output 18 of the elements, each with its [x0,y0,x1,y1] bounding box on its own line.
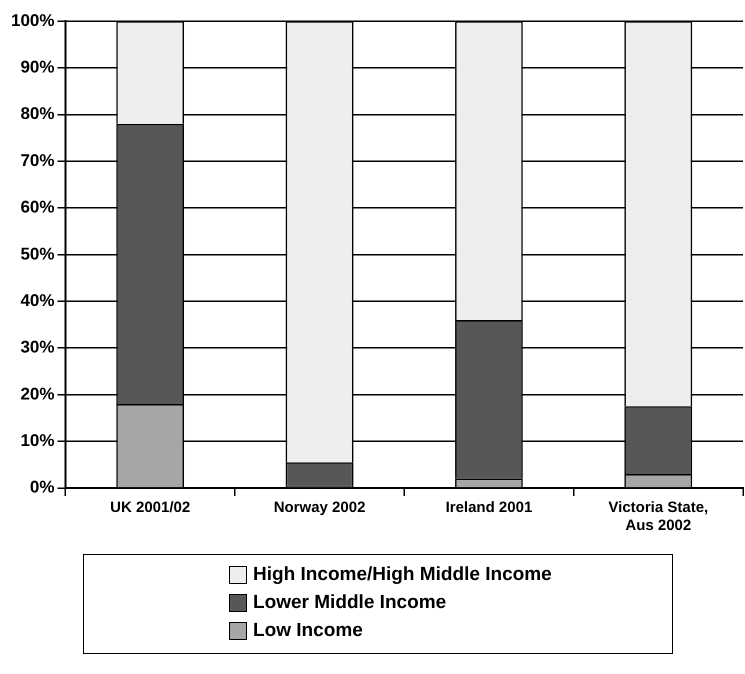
y-tick-label: 20% [20,384,54,404]
y-tick-label: 60% [20,198,54,217]
x-tick-label: Norway 2002 [274,499,366,516]
x-tick-label: Ireland 2001 [446,499,532,516]
y-tick-label: 10% [20,431,54,450]
y-tick-label: 100% [10,10,54,30]
y-tick-label: 40% [20,290,54,310]
legend-label: Low Income [253,619,363,643]
x-tick-label: UK 2001/02 [110,499,190,516]
legend-label: High Income/High Middle Income [253,563,552,587]
legend-label: Lower Middle Income [253,591,446,615]
y-tick-label: 90% [20,58,54,77]
y-tick-label: 70% [20,150,54,170]
y-tick-label: 80% [20,104,54,124]
x-tick-label: Victoria State, Aus 2002 [608,499,708,534]
y-tick-label: 50% [20,244,54,264]
y-tick-label: 30% [20,338,54,357]
y-tick-label: 0% [30,478,54,497]
